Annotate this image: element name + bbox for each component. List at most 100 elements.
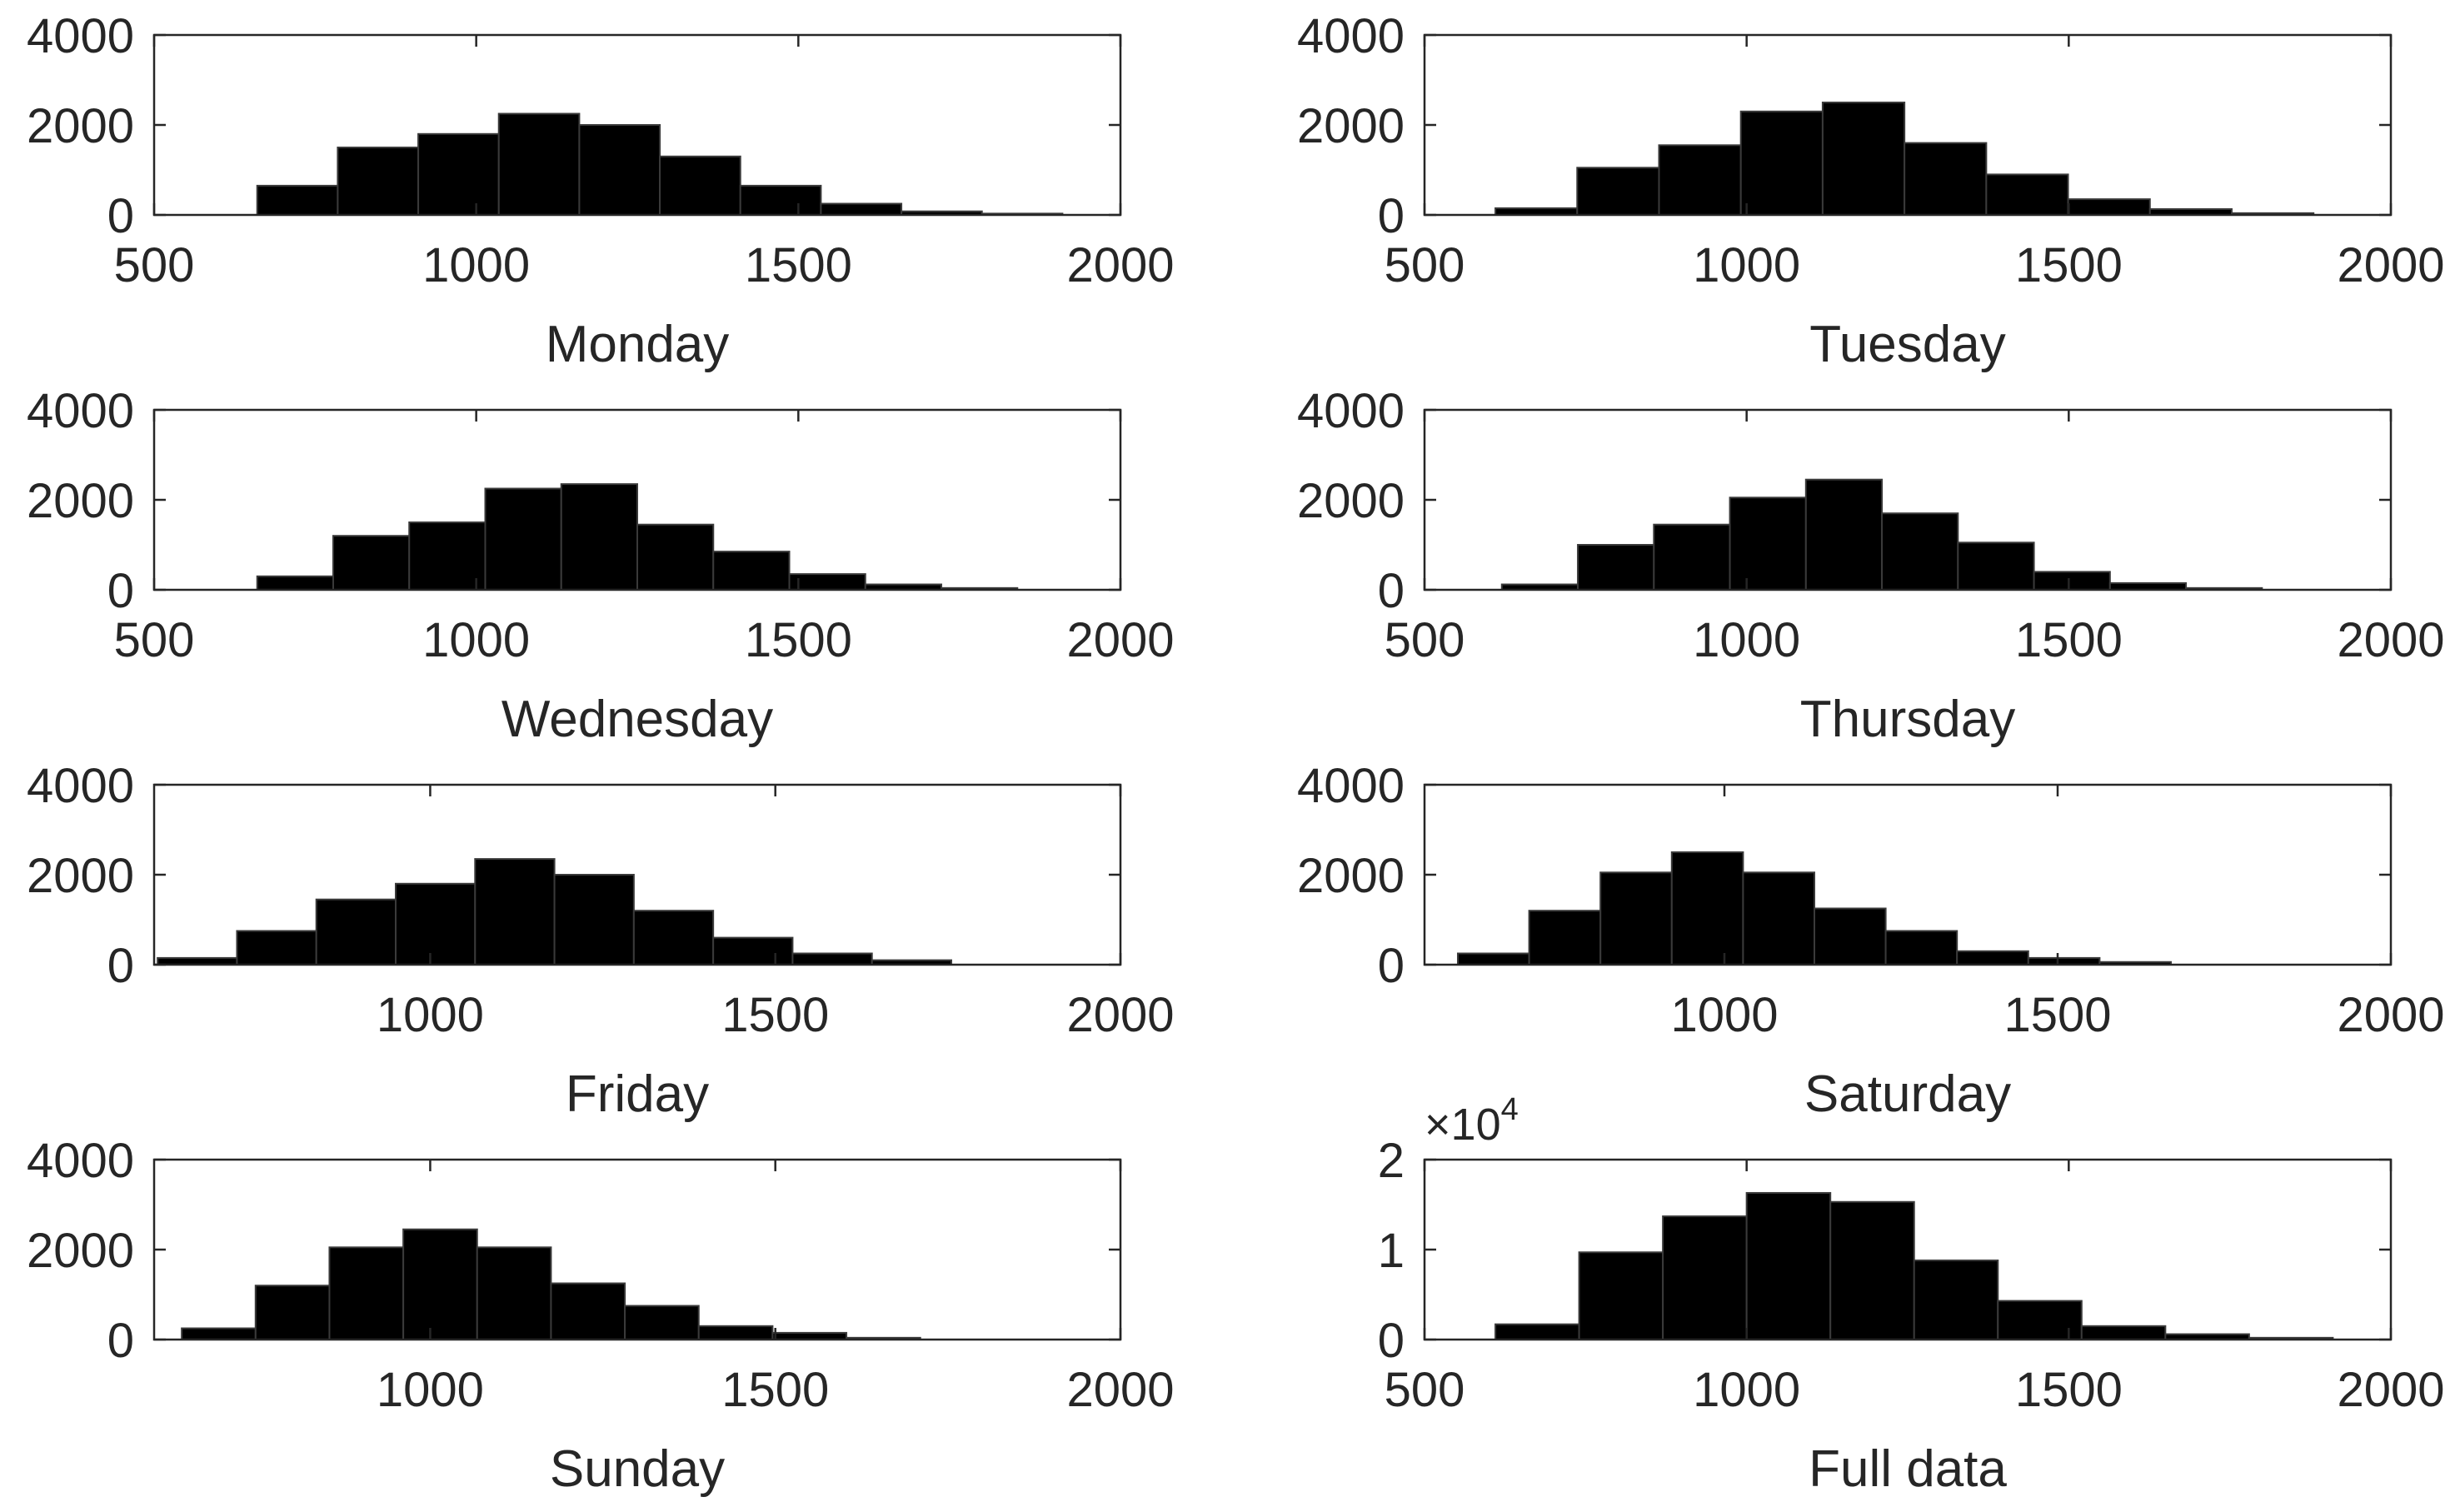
x-tick-label: 1000 xyxy=(422,238,530,292)
histogram-bar xyxy=(560,483,638,591)
x-tick-label: 1500 xyxy=(2003,988,2111,1042)
histogram-bar xyxy=(1884,930,1959,966)
histogram-bar xyxy=(1985,173,2069,216)
x-tick-label: 2000 xyxy=(1066,1363,1174,1417)
x-tick-label: 2000 xyxy=(1066,988,1174,1042)
x-axis-label: Full data xyxy=(1809,1440,2007,1498)
y-tick-label: 2000 xyxy=(27,474,134,528)
histogram-bar xyxy=(254,1285,331,1340)
histogram-bar xyxy=(1745,1191,1832,1340)
histogram-bar xyxy=(624,1305,700,1340)
histogram-bar xyxy=(2080,1325,2167,1341)
histogram-bar xyxy=(1739,110,1824,216)
histogram-bar xyxy=(1457,952,1530,966)
histogram-bar xyxy=(1829,1200,1915,1341)
histogram-bar xyxy=(1576,167,1660,217)
histogram-bar xyxy=(476,1246,552,1341)
histogram-bar xyxy=(1742,871,1815,966)
histogram-bar xyxy=(402,1228,478,1340)
x-tick-label: 1500 xyxy=(2015,613,2123,667)
y-tick-label: 4000 xyxy=(27,384,134,438)
x-axis-label: Thursday xyxy=(1800,691,2015,748)
x-tick-label: 500 xyxy=(1385,238,1465,292)
histogram-bar xyxy=(395,882,477,966)
subplot-saturday: 1000 1500 2000 0 2000 4000 Saturday xyxy=(1297,759,2445,1123)
x-tick-label: 2000 xyxy=(2337,988,2444,1042)
x-tick-label: 1000 xyxy=(1693,613,1800,667)
histogram-bar xyxy=(1957,541,2035,591)
histogram-bar xyxy=(1956,950,2029,966)
histogram-bar xyxy=(474,858,556,966)
x-axis-label: Sunday xyxy=(550,1440,725,1498)
x-tick-label: 1000 xyxy=(1670,988,1778,1042)
y-tick-label: 0 xyxy=(107,564,134,618)
x-tick-label: 1000 xyxy=(1693,238,1800,292)
x-tick-label: 1000 xyxy=(377,1363,484,1417)
x-axis-label: Friday xyxy=(566,1065,709,1123)
subplot-full-data: 500 1000 1500 2000 0 1 2 ×104 Full data xyxy=(1378,1092,2445,1498)
x-tick-label: 2000 xyxy=(1066,613,1174,667)
y-tick-label: 4000 xyxy=(1297,9,1405,63)
histogram-bar xyxy=(1653,523,1731,591)
y-tick-label: 2000 xyxy=(27,1224,134,1278)
y-tick-label: 2000 xyxy=(1297,849,1405,903)
y-tick-label: 1 xyxy=(1378,1224,1405,1278)
histogram-bar xyxy=(788,573,866,591)
y-tick-label: 2 xyxy=(1378,1134,1405,1188)
histogram-bar xyxy=(1599,871,1673,966)
x-tick-label: 1500 xyxy=(745,238,852,292)
histogram-bar xyxy=(1821,102,1906,216)
histogram-bar xyxy=(1494,1323,1580,1341)
y-tick-label: 2000 xyxy=(27,849,134,903)
y-tick-label: 4000 xyxy=(27,9,134,63)
histogram-bar xyxy=(2033,571,2111,591)
x-axis-label: Tuesday xyxy=(1809,316,2006,373)
histogram-bar xyxy=(332,535,411,591)
y-tick-label: 4000 xyxy=(27,1134,134,1188)
histogram-bar xyxy=(337,147,420,216)
histogram-bar xyxy=(636,523,715,591)
histogram-bar xyxy=(659,155,741,216)
histogram-bar xyxy=(315,898,397,966)
histogram-bar xyxy=(632,910,715,966)
histogram-bar xyxy=(712,551,791,591)
histogram-bar xyxy=(1670,851,1744,966)
y-tick-label: 2000 xyxy=(1297,99,1405,153)
x-tick-label: 500 xyxy=(114,238,195,292)
x-tick-label: 1500 xyxy=(721,1363,829,1417)
histogram-bar xyxy=(697,1325,774,1341)
x-axis-label: Saturday xyxy=(1804,1065,2011,1123)
x-tick-label: 2000 xyxy=(2337,238,2444,292)
histogram-bar xyxy=(1881,512,1959,591)
y-tick-label: 0 xyxy=(107,189,134,243)
subplot-monday: 500 1000 1500 2000 0 2000 4000 Monday xyxy=(27,9,1175,373)
y-tick-label: 0 xyxy=(1378,189,1405,243)
histogram-bar xyxy=(256,184,339,216)
x-tick-label: 1500 xyxy=(2015,238,2123,292)
y-tick-label: 4000 xyxy=(1297,759,1405,813)
y-tick-label: 0 xyxy=(1378,1314,1405,1368)
x-tick-label: 500 xyxy=(1385,1363,1465,1417)
subplot-wednesday: 500 1000 1500 2000 0 2000 4000 Wednesday xyxy=(27,384,1175,748)
y-exponent-label: ×104 xyxy=(1425,1092,1519,1150)
x-tick-label: 1500 xyxy=(721,988,829,1042)
histogram-bar xyxy=(550,1282,626,1340)
y-tick-label: 0 xyxy=(107,1314,134,1368)
subplot-friday: 1000 1500 2000 0 2000 4000 Friday xyxy=(27,759,1175,1123)
histogram-bar xyxy=(1913,1259,1999,1340)
x-tick-label: 2000 xyxy=(2337,613,2444,667)
y-tick-label: 4000 xyxy=(1297,384,1405,438)
subplot-tuesday: 500 1000 1500 2000 0 2000 4000 Tuesday xyxy=(1297,9,2445,373)
y-tick-label: 0 xyxy=(107,939,134,993)
histogram-bar xyxy=(256,575,334,591)
histogram-bar xyxy=(1662,1215,1748,1341)
histogram-bar xyxy=(712,936,794,966)
x-tick-label: 500 xyxy=(1385,613,1465,667)
subplot-thursday: 500 1000 1500 2000 0 2000 4000 Thursday xyxy=(1297,384,2445,748)
histogram-bar xyxy=(484,487,562,591)
y-tick-label: 0 xyxy=(1378,939,1405,993)
subplot-sunday: 1000 1500 2000 0 2000 4000 Sunday xyxy=(27,1134,1175,1498)
x-axis-label: Monday xyxy=(546,316,730,373)
y-tick-label: 0 xyxy=(1378,564,1405,618)
